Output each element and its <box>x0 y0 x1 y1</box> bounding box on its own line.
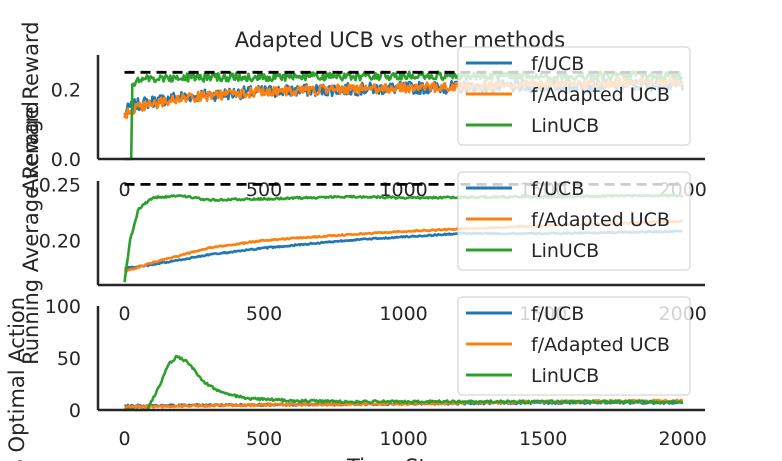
y-axis-label: % Optimal Action <box>5 297 29 461</box>
series-line-3 <box>124 354 684 412</box>
y-tick-label: 100 <box>45 296 81 318</box>
y-tick-label: 0.25 <box>39 174 81 196</box>
legend-box <box>457 296 691 396</box>
x-tick-label: 0 <box>118 303 130 325</box>
legend: f/UCB f/Adapted UCB LinUCB <box>457 46 691 146</box>
y-tick-label: 50 <box>57 348 81 370</box>
legend-label: LinUCB <box>531 365 599 387</box>
y-tick-label: 0.20 <box>39 230 81 252</box>
y-tick-label: 0 <box>69 400 81 422</box>
x-tick-label: 500 <box>246 428 282 450</box>
legend-box <box>457 46 691 146</box>
x-tick-label: 0 <box>118 179 130 201</box>
y-axis-label: Running Average Reward <box>19 101 43 365</box>
legend-label: LinUCB <box>531 115 599 137</box>
legend-label: f/Adapted UCB <box>531 84 670 106</box>
legend: f/UCB f/Adapted UCB LinUCB <box>457 296 691 396</box>
y-tick-label: 0.2 <box>51 80 81 102</box>
legend-label: f/UCB <box>531 303 584 325</box>
legend-box <box>457 171 691 271</box>
x-tick-label: 500 <box>246 303 282 325</box>
legend-label: f/UCB <box>531 53 584 75</box>
y-tick-label: 0.0 <box>51 149 81 171</box>
legend-label: f/Adapted UCB <box>531 334 670 356</box>
subplot-1: 0.00.20500100015002000Average Rewardf/UC… <box>19 21 707 201</box>
x-axis-label: Time Step <box>346 455 453 461</box>
x-tick-label: 1000 <box>379 303 427 325</box>
legend-label: f/UCB <box>531 178 584 200</box>
x-tick-label: 0 <box>118 428 130 450</box>
legend-label: LinUCB <box>531 240 599 262</box>
x-tick-label: 1000 <box>379 428 427 450</box>
x-tick-label: 1500 <box>519 428 567 450</box>
x-tick-label: 2000 <box>658 428 706 450</box>
legend: f/UCB f/Adapted UCB LinUCB <box>457 171 691 271</box>
y-axis-label: Average Reward <box>19 21 43 192</box>
legend-label: f/Adapted UCB <box>531 209 670 231</box>
